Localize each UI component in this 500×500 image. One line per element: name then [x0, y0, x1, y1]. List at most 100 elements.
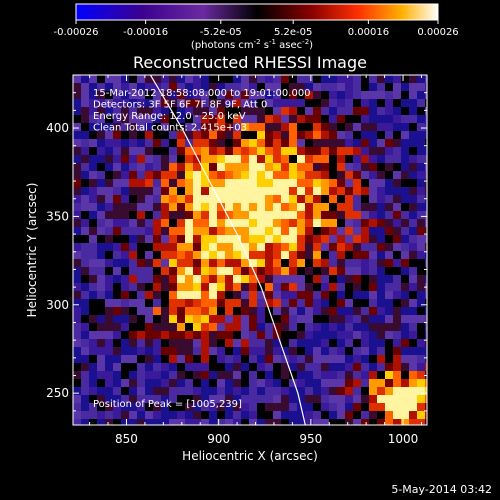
heatmap-cell	[385, 371, 393, 379]
heatmap-cell	[217, 219, 225, 227]
colorbar-tick-label: 5.2e-05	[274, 27, 312, 38]
heatmap-cell	[81, 307, 89, 315]
heatmap-cell	[353, 307, 361, 315]
heatmap-cell	[73, 387, 81, 395]
heatmap-cell	[121, 307, 129, 315]
heatmap-cell	[273, 363, 281, 371]
heatmap-cell	[137, 203, 145, 211]
heatmap-cell	[129, 107, 137, 115]
heatmap-cell	[409, 331, 417, 339]
heatmap-cell	[409, 355, 417, 363]
heatmap-cell	[297, 139, 305, 147]
heatmap-cell	[161, 235, 169, 243]
heatmap-cell	[177, 299, 185, 307]
heatmap-cell	[409, 139, 417, 147]
heatmap-cell	[409, 395, 417, 403]
heatmap-cell	[401, 107, 409, 115]
heatmap-cell	[281, 339, 289, 347]
heatmap-cell	[185, 187, 193, 195]
heatmap-cell	[193, 371, 201, 379]
heatmap-cell	[137, 163, 145, 171]
heatmap-cell	[409, 283, 417, 291]
heatmap-cell	[249, 259, 257, 267]
heatmap-cell	[233, 75, 241, 83]
heatmap-cell	[313, 227, 321, 235]
heatmap-cell	[249, 299, 257, 307]
heatmap-cell	[361, 107, 369, 115]
heatmap-cell	[105, 99, 113, 107]
heatmap-cell	[289, 291, 297, 299]
heatmap-cell	[73, 211, 81, 219]
heatmap-cell	[145, 179, 153, 187]
heatmap-cell	[193, 91, 201, 99]
heatmap-cell	[369, 107, 377, 115]
heatmap-cell	[401, 147, 409, 155]
heatmap-cell	[81, 123, 89, 131]
heatmap-cell	[233, 99, 241, 107]
heatmap-cell	[73, 187, 81, 195]
heatmap-cell	[329, 187, 337, 195]
heatmap-cell	[201, 307, 209, 315]
heatmap-cell	[161, 371, 169, 379]
heatmap-cell	[337, 315, 345, 323]
heatmap-cell	[361, 147, 369, 155]
heatmap-cell	[89, 227, 97, 235]
heatmap-cell	[161, 203, 169, 211]
heatmap-cell	[401, 275, 409, 283]
heatmap-cell	[345, 195, 353, 203]
heatmap-cell	[89, 123, 97, 131]
heatmap-cell	[217, 195, 225, 203]
heatmap-cell	[345, 203, 353, 211]
heatmap-cell	[409, 275, 417, 283]
heatmap-cell	[361, 267, 369, 275]
heatmap-cell	[305, 195, 313, 203]
heatmap-cell	[377, 411, 385, 419]
heatmap-cell	[137, 347, 145, 355]
heatmap-cell	[369, 307, 377, 315]
heatmap-cell	[161, 315, 169, 323]
heatmap-cell	[81, 179, 89, 187]
heatmap-cell	[297, 275, 305, 283]
heatmap-cell	[81, 275, 89, 283]
heatmap-cell	[105, 235, 113, 243]
heatmap-cell	[81, 83, 89, 91]
heatmap-cell	[393, 171, 401, 179]
heatmap-cell	[153, 171, 161, 179]
heatmap-cell	[209, 259, 217, 267]
heatmap-cell	[153, 379, 161, 387]
heatmap-cell	[409, 131, 417, 139]
heatmap-cell	[241, 411, 249, 419]
heatmap-cell	[137, 139, 145, 147]
heatmap-cell	[169, 203, 177, 211]
heatmap-cell	[241, 115, 249, 123]
heatmap-cell	[153, 259, 161, 267]
heatmap-cell	[217, 91, 225, 99]
heatmap-cell	[313, 371, 321, 379]
heatmap-cell	[105, 267, 113, 275]
heatmap-cell	[201, 75, 209, 83]
heatmap-cell	[81, 203, 89, 211]
heatmap-cell	[321, 387, 329, 395]
heatmap-cell	[345, 363, 353, 371]
heatmap-cell	[393, 291, 401, 299]
heatmap-cell	[129, 363, 137, 371]
heatmap-cell	[145, 411, 153, 419]
heatmap-cell	[345, 219, 353, 227]
heatmap-cell	[393, 331, 401, 339]
heatmap-cell	[113, 347, 121, 355]
heatmap-cell	[225, 219, 233, 227]
colorbar-unit-sup2: -1	[269, 38, 276, 46]
heatmap-cell	[249, 115, 257, 123]
heatmap-cell	[185, 411, 193, 419]
heatmap-cell	[225, 363, 233, 371]
heatmap-cell	[385, 275, 393, 283]
heatmap-cell	[193, 179, 201, 187]
heatmap-cell	[281, 419, 289, 425]
heatmap-cell	[393, 99, 401, 107]
heatmap-cell	[177, 251, 185, 259]
colorbar-bar	[75, 3, 439, 21]
heatmap-cell	[361, 179, 369, 187]
heatmap-cell	[353, 259, 361, 267]
heatmap-cell	[161, 275, 169, 283]
heatmap-cell	[137, 211, 145, 219]
